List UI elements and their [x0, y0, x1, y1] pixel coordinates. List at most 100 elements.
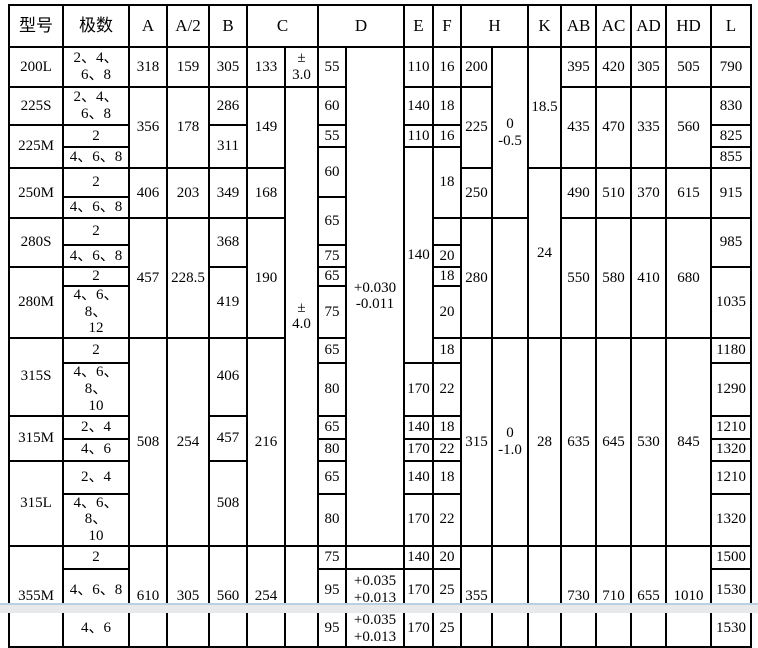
- cell-F: 22: [432, 362, 462, 417]
- cell-model: 280M: [8, 265, 64, 340]
- cell-C: 216: [246, 337, 286, 547]
- cell-HD: 845: [665, 337, 712, 547]
- cell-E: 140: [403, 145, 434, 365]
- cell-D: 75: [317, 284, 347, 340]
- cell-AD: 655: [630, 544, 667, 648]
- cell-B: 368: [208, 217, 248, 268]
- cell-E: 170: [403, 609, 434, 648]
- cell-L: 855: [710, 146, 752, 169]
- cell-HD: 1010: [665, 544, 712, 648]
- cell-D-tol: +0.030 -0.011: [345, 46, 405, 547]
- cell-F: [432, 217, 462, 246]
- cell-A: 610: [128, 544, 168, 648]
- cell-poles: 2、4、 6、8: [62, 46, 130, 88]
- cell-L: 915: [710, 167, 752, 219]
- header-B: B: [208, 4, 248, 48]
- cell-F: 18: [432, 414, 462, 440]
- header-A2: A/2: [166, 4, 210, 48]
- cell-A: 457: [128, 216, 168, 340]
- table-row: 280S 2 457 228.5 368 190 280 550 580 410 680 985: [8, 216, 752, 340]
- table-row: 225M 2 311 55 110 16 825: [8, 124, 752, 169]
- table-row: 4、6、8、 12 75 20: [9, 284, 751, 340]
- cell-H: 200: [460, 46, 493, 88]
- cell-D: 55: [317, 46, 347, 88]
- cell-AB: 395: [560, 46, 597, 88]
- cell-HD: 615: [665, 167, 712, 219]
- table-row: 280M 2 419 65 18 1035: [8, 265, 752, 340]
- cell-poles: 2: [62, 544, 130, 570]
- cell-poles: 2: [62, 266, 130, 287]
- cell-L: 1210: [710, 414, 752, 440]
- header-E: E: [403, 4, 434, 48]
- cell-poles: 4、6、8: [62, 146, 130, 169]
- cell-model: 355M: [8, 544, 64, 648]
- table-row: 4、6、8 75 20: [9, 244, 751, 268]
- header-H: H: [460, 4, 529, 48]
- cell-E: 140: [403, 86, 434, 126]
- header-C: C: [246, 4, 319, 48]
- cell-model: 315M: [8, 414, 64, 462]
- cell-L: 830: [710, 86, 752, 126]
- cell-AD: 335: [630, 86, 667, 169]
- cell-D: 95: [317, 609, 347, 648]
- cell-E: 170: [403, 362, 434, 417]
- cell-poles: 4、6、8、 12: [62, 284, 130, 340]
- cell-L: 1500: [710, 544, 752, 570]
- cell-poles: 4、6、8: [62, 196, 130, 219]
- cell-F: 18: [432, 459, 462, 495]
- cell-C: 168: [246, 167, 286, 219]
- cell-D-tol: +0.035 +0.013: [345, 609, 405, 648]
- cell-B: 286: [208, 86, 248, 126]
- cell-E: 140: [403, 544, 434, 570]
- cell-AC: 580: [595, 216, 632, 340]
- cell-HD: 505: [665, 46, 712, 88]
- cell-A2: 178: [166, 86, 210, 169]
- cell-C-tol: [284, 544, 319, 648]
- cell-E: 110: [403, 46, 434, 88]
- cell-A2: 203: [166, 167, 210, 219]
- cell-H-tol: [491, 216, 529, 340]
- cell-E: 170: [403, 492, 434, 547]
- cell-model: 225S: [8, 86, 64, 126]
- table-row: 355M 2 610 305 560 254 75 140 20 355 730 710 655 1010…: [8, 544, 752, 648]
- cell-D: 60: [317, 146, 347, 198]
- cell-A2: 228.5: [166, 216, 210, 340]
- cell-L: 1320: [710, 437, 752, 462]
- header-AB: AB: [560, 4, 597, 48]
- cell-D-tol: [345, 544, 405, 570]
- cell-F: 20: [432, 284, 462, 340]
- cell-F: 18: [432, 146, 462, 219]
- cell-B: 305: [208, 46, 248, 88]
- cell-B: 311: [208, 124, 248, 169]
- cell-F: 25: [432, 609, 462, 648]
- cell-D: 80: [317, 492, 347, 547]
- cell-D: 65: [317, 459, 347, 495]
- cell-A2: 305: [166, 544, 210, 648]
- header-model: 型号: [8, 4, 64, 48]
- cell-F: 22: [432, 492, 462, 547]
- cell-A2: 159: [166, 46, 210, 88]
- header-A: A: [128, 4, 168, 48]
- cell-L: 1530: [710, 609, 752, 648]
- cell-poles: 4、6、8、 10: [62, 492, 130, 547]
- cell-B: 508: [208, 459, 248, 547]
- cell-F: 16: [432, 124, 462, 148]
- header-HD: HD: [665, 4, 712, 48]
- cell-K: 24: [527, 166, 562, 340]
- cell-D: 65: [317, 196, 347, 246]
- cell-K: [527, 544, 562, 648]
- cell-AD: 530: [630, 337, 667, 547]
- cell-H: 280: [460, 216, 493, 340]
- cell-model: 250M: [8, 167, 64, 219]
- window-bottom-edge: [0, 603, 758, 613]
- cell-C-tol: ± 3.0: [284, 46, 319, 88]
- table-row: 225S 2、4、 6、8 356 178 286 149 ± 4.0 60 140 18 225 4…: [8, 86, 752, 547]
- header-AD: AD: [630, 4, 667, 48]
- table-row: 315L 2、4 508 65 140 18 1210: [8, 459, 752, 547]
- cell-C: 254: [246, 544, 286, 648]
- cell-HD: 680: [665, 216, 712, 340]
- cell-E: 140: [403, 414, 434, 440]
- cell-F: 20: [432, 244, 462, 268]
- cell-AD: 370: [630, 167, 667, 219]
- cell-AD: 410: [630, 216, 667, 340]
